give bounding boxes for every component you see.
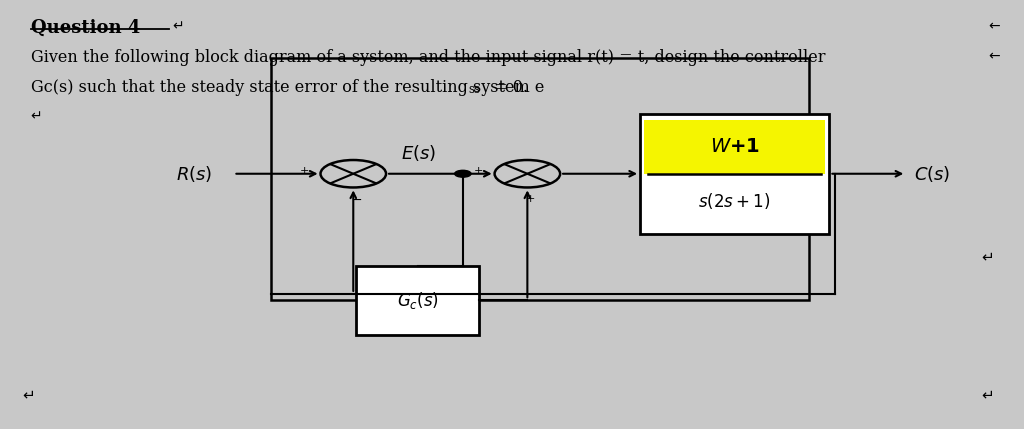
Text: +: + [526,193,536,204]
Bar [644,120,825,174]
Text: $\mathbf{\mathit{W}}$$\mathbf{+1}$: $\mathbf{\mathit{W}}$$\mathbf{+1}$ [710,137,760,156]
Bar [356,266,479,335]
Text: Given the following block diagram of a system, and the input signal r(t) = t, de: Given the following block diagram of a s… [31,49,825,66]
Text: = 0.: = 0. [489,79,528,97]
Text: +: + [474,166,483,176]
Text: ↵: ↵ [172,19,183,33]
Bar [640,114,829,234]
Text: ↵: ↵ [981,387,993,402]
Text: ↵: ↵ [981,250,993,265]
Text: Question 4: Question 4 [31,19,140,37]
Text: ←: ← [988,49,999,63]
Text: $C(s)$: $C(s)$ [914,164,951,184]
Text: $E(s)$: $E(s)$ [401,143,436,163]
Text: $G_c(s)$: $G_c(s)$ [396,290,439,311]
Text: $R(s)$: $R(s)$ [176,164,213,184]
Circle shape [455,170,471,177]
Text: ↵: ↵ [23,387,35,402]
Text: +: + [300,166,309,176]
Text: ↵: ↵ [31,109,42,124]
Text: ←: ← [988,19,999,33]
Text: −: − [351,193,361,207]
Text: Gc(s) such that the steady state error of the resulting system e: Gc(s) such that the steady state error o… [31,79,544,97]
Bar [271,58,809,300]
Text: ss: ss [468,83,480,96]
Text: $s(2s+1)$: $s(2s+1)$ [698,191,771,211]
